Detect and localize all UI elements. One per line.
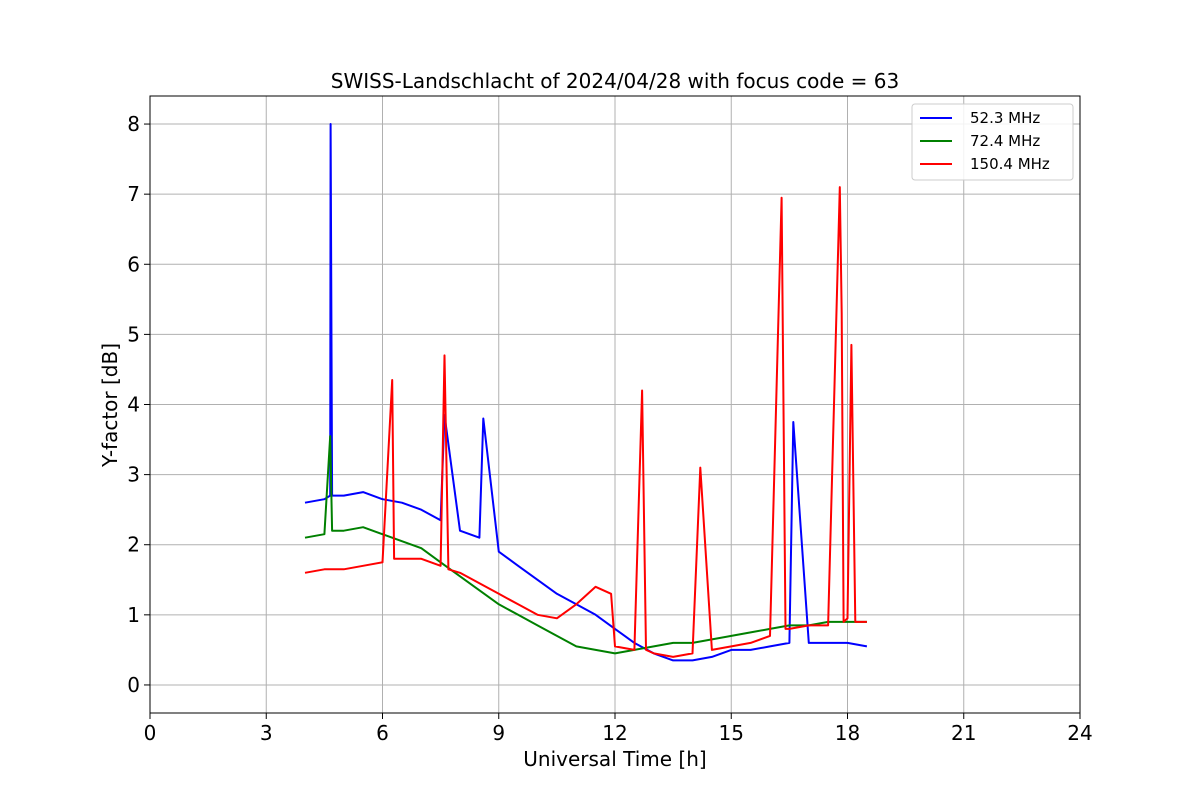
legend-box <box>911 103 1074 181</box>
legend-label: 52.3 MHz <box>970 109 1040 127</box>
chart-title: SWISS-Landschlacht of 2024/04/28 with fo… <box>331 69 899 93</box>
y-tick-label: 5 <box>127 322 140 346</box>
legend-label: 72.4 MHz <box>970 132 1040 150</box>
grid-layer <box>149 96 1081 713</box>
x-axis-label: Universal Time [h] <box>523 747 706 771</box>
series-line-1 <box>304 435 867 655</box>
x-tick-label: 18 <box>835 721 860 745</box>
x-tick-label: 0 <box>144 721 157 745</box>
y-tick-label: 8 <box>127 112 140 136</box>
series-line-2 <box>304 186 867 658</box>
y-axis-label: Y-factor [dB] <box>98 343 122 468</box>
x-tick-label: 15 <box>719 721 744 745</box>
x-tick-label: 24 <box>1067 721 1092 745</box>
x-tick-label: 6 <box>376 721 389 745</box>
x-tick-label: 12 <box>602 721 627 745</box>
y-tick-label: 1 <box>127 603 140 627</box>
y-tick-label: 0 <box>127 673 140 697</box>
legend: 52.3 MHz 72.4 MHz 150.4 MHz <box>911 103 1074 181</box>
y-tick-label: 3 <box>127 463 140 487</box>
y-tick-label: 7 <box>127 182 140 206</box>
y-tick-label: 2 <box>127 533 140 557</box>
y-tick-label: 6 <box>127 252 140 276</box>
series-line-0 <box>304 123 868 662</box>
y-tick-label: 4 <box>127 393 140 417</box>
legend-label: 150.4 MHz <box>970 155 1050 173</box>
x-tick-label: 21 <box>951 721 976 745</box>
x-tick-label: 3 <box>260 721 273 745</box>
series-layer <box>304 123 868 662</box>
x-tick-label: 9 <box>492 721 505 745</box>
